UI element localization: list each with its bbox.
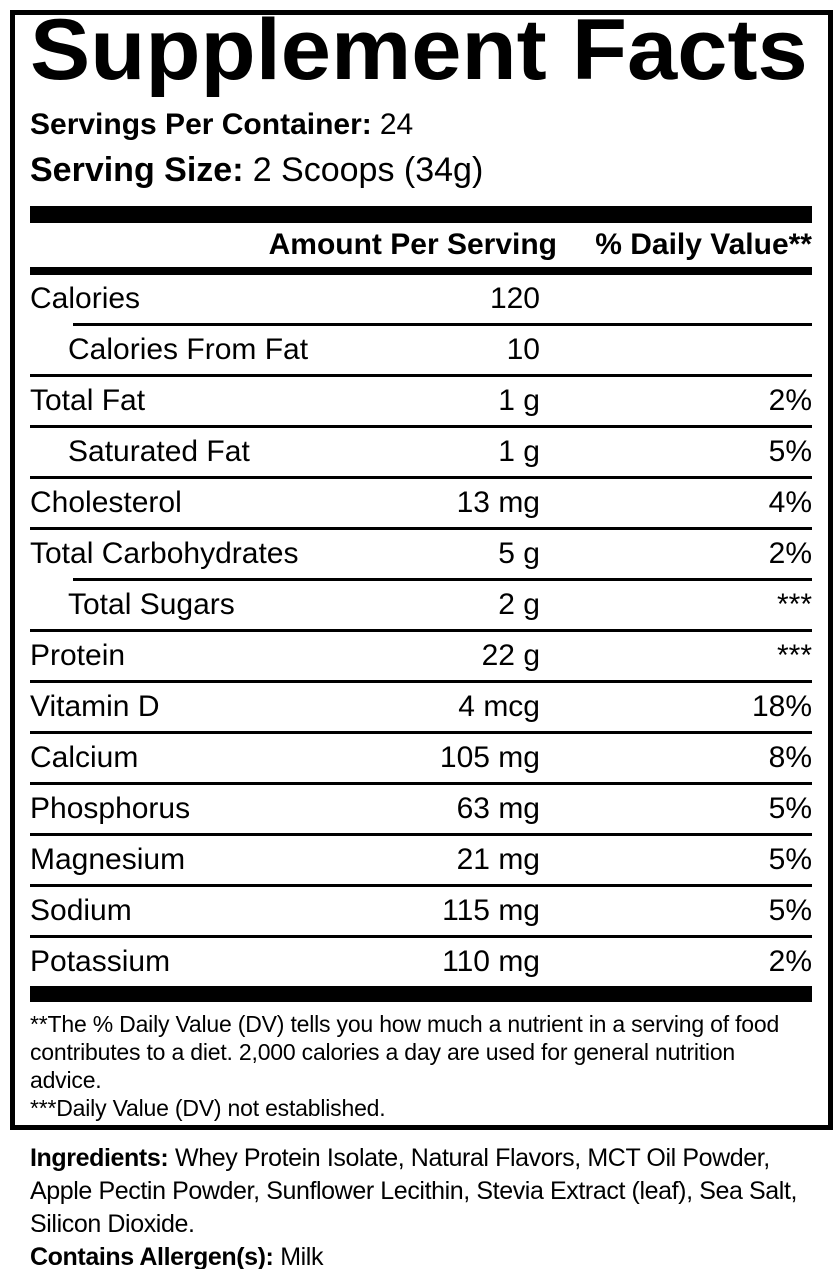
nutrient-daily-value: 18% [751, 690, 812, 723]
table-row: Calories From Fat 10 [30, 326, 812, 374]
row-separator [30, 629, 812, 632]
footnote-not-established: ***Daily Value (DV) not established. [30, 1095, 386, 1121]
nutrient-name: Total Fat [30, 384, 146, 417]
row-separator [73, 323, 812, 326]
serving-size-value: 2 Scoops (34g) [252, 151, 484, 189]
nutrient-amount: 21 mg [456, 843, 540, 876]
facts-box: Supplement Facts Servings Per Container:… [10, 7, 833, 1130]
ingredients-text: Whey Protein Isolate, Natural Flavors, M… [30, 1144, 798, 1238]
table-row: Potassium 110 mg 2% [30, 938, 812, 986]
ingredients-label: Ingredients: [30, 1144, 169, 1172]
table-header: Amount Per Serving % Daily Value** [30, 223, 812, 267]
table-row: Protein 22 g *** [30, 632, 812, 680]
nutrient-daily-value: 2% [768, 945, 812, 978]
row-separator [30, 425, 812, 428]
label-title: Supplement Facts [30, 2, 808, 98]
row-separator [30, 884, 812, 887]
table-row: Cholesterol 13 mg 4% [30, 479, 812, 527]
nutrient-name: Vitamin D [30, 690, 160, 723]
nutrient-name: Calories From Fat [68, 333, 309, 366]
nutrient-name: Calcium [30, 741, 139, 774]
header-amount-per-serving: Amount Per Serving [268, 228, 557, 261]
nutrient-daily-value: *** [776, 639, 812, 672]
allergen-value: Milk [280, 1243, 324, 1269]
servings-per-container-label: Servings Per Container: [30, 108, 372, 141]
row-separator [30, 782, 812, 785]
nutrient-name: Total Sugars [68, 588, 235, 621]
row-separator [73, 578, 812, 581]
table-row: Magnesium 21 mg 5% [30, 836, 812, 884]
ingredients-section: Ingredients: Whey Protein Isolate, Natura… [30, 1142, 824, 1269]
table-row: Calories 120 [30, 275, 812, 323]
nutrient-name: Total Carbohydrates [30, 537, 299, 570]
nutrient-name: Phosphorus [30, 792, 191, 825]
row-separator [30, 476, 812, 479]
nutrient-amount: 63 mg [456, 792, 540, 825]
nutrient-name: Sodium [30, 894, 132, 927]
row-separator [30, 833, 812, 836]
nutrient-amount: 5 g [498, 537, 540, 570]
row-separator [30, 374, 812, 377]
nutrient-amount: 115 mg [442, 894, 540, 927]
nutrient-daily-value: 5% [768, 792, 812, 825]
table-row: Sodium 115 mg 5% [30, 887, 812, 935]
nutrient-amount: 2 g [498, 588, 540, 621]
row-separator [30, 731, 812, 734]
nutrient-amount: 1 g [498, 384, 540, 417]
footnote-daily-value: **The % Daily Value (DV) tells you how m… [30, 1011, 780, 1093]
nutrient-amount: 4 mcg [458, 690, 540, 723]
allergen-label: Contains Allergen(s): [30, 1243, 274, 1269]
nutrient-name: Cholesterol [30, 486, 182, 519]
nutrient-daily-value: 4% [768, 486, 812, 519]
nutrient-daily-value: 5% [768, 894, 812, 927]
table-row: Saturated Fat 1 g 5% [30, 428, 812, 476]
nutrient-name: Potassium [30, 945, 171, 978]
table-row: Vitamin D 4 mcg 18% [30, 683, 812, 731]
nutrient-name: Protein [30, 639, 126, 672]
nutrient-amount: 13 mg [456, 486, 540, 519]
nutrient-rows: Calories 120 Calories From Fat 10 Total Fat 1… [30, 275, 812, 986]
footnotes: **The % Daily Value (DV) tells you how m… [30, 1010, 812, 1122]
nutrient-daily-value: 2% [768, 537, 812, 570]
header-rule [30, 267, 812, 275]
nutrient-amount: 110 mg [442, 945, 540, 978]
table-row: Total Fat 1 g 2% [30, 377, 812, 425]
nutrient-amount: 120 [489, 282, 540, 315]
top-divider-bar [30, 206, 812, 223]
nutrient-daily-value: 5% [768, 843, 812, 876]
table-row: Phosphorus 63 mg 5% [30, 785, 812, 833]
nutrient-amount: 10 [506, 333, 540, 366]
serving-size: Serving Size: 2 Scoops (34g) [30, 149, 812, 191]
nutrient-amount: 105 mg [439, 741, 540, 774]
row-separator [30, 680, 812, 683]
row-separator [30, 935, 812, 938]
ingredients-line: Ingredients: Whey Protein Isolate, Natura… [30, 1142, 824, 1241]
nutrient-amount: 22 g [481, 639, 540, 672]
nutrient-daily-value: *** [776, 588, 812, 621]
nutrient-name: Saturated Fat [68, 435, 250, 468]
table-row: Total Carbohydrates 5 g 2% [30, 530, 812, 578]
allergen-line: Contains Allergen(s): Milk [30, 1241, 824, 1269]
nutrient-daily-value: 8% [768, 741, 812, 774]
bottom-divider-bar [30, 986, 812, 1002]
nutrient-name: Magnesium [30, 843, 186, 876]
nutrient-daily-value: 5% [768, 435, 812, 468]
table-row: Total Sugars 2 g *** [30, 581, 812, 629]
servings-per-container-value: 24 [379, 108, 414, 141]
nutrient-daily-value: 2% [768, 384, 812, 417]
row-separator [30, 527, 812, 530]
table-row: Calcium 105 mg 8% [30, 734, 812, 782]
servings-per-container: Servings Per Container: 24 [30, 106, 812, 144]
nutrient-amount: 1 g [498, 435, 540, 468]
serving-size-label: Serving Size: [30, 151, 244, 189]
header-daily-value: % Daily Value** [595, 228, 812, 261]
nutrient-name: Calories [30, 282, 141, 315]
